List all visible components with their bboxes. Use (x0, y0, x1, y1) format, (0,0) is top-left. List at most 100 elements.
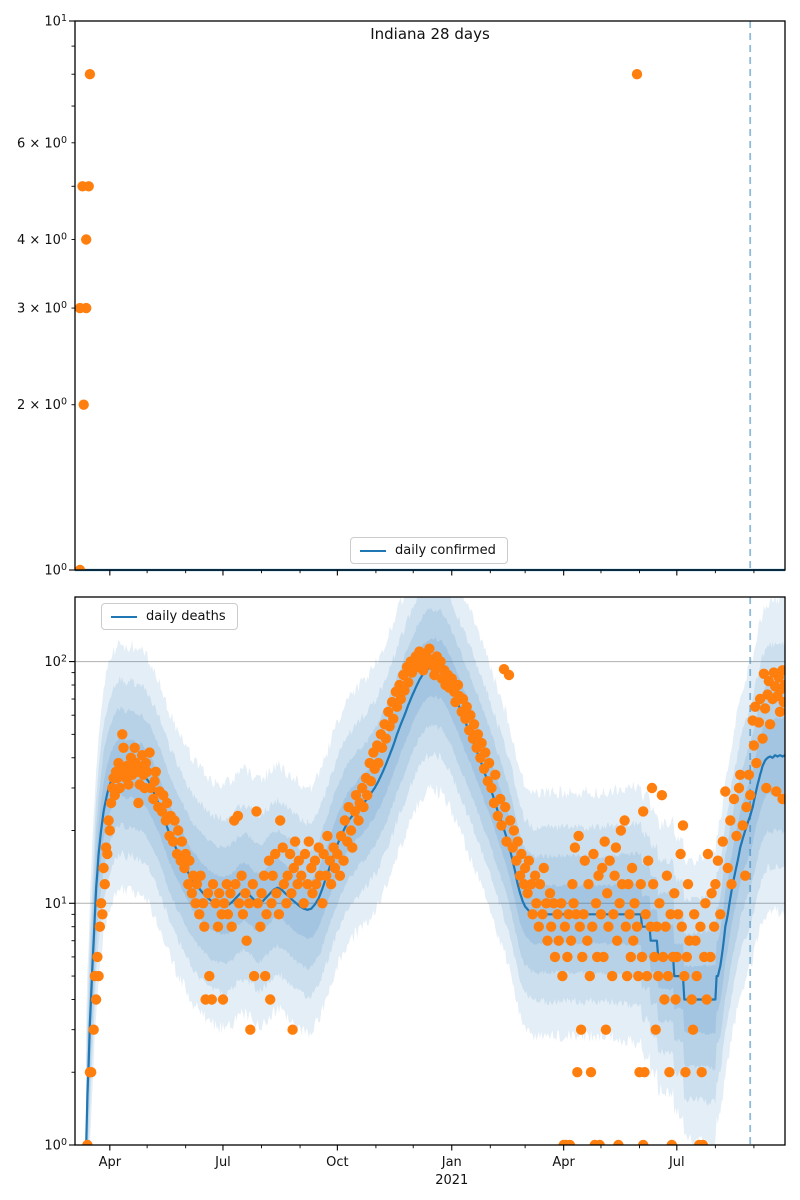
scatter-point (607, 970, 618, 982)
scatter-point (624, 909, 635, 920)
scatter-point (533, 921, 544, 932)
scatter-point (240, 888, 251, 899)
scatter-point (266, 898, 277, 909)
x-tick-label: Jul (668, 1155, 685, 1170)
scatter-point (483, 757, 495, 769)
scatter-point (629, 898, 640, 909)
scatter-point (640, 909, 651, 920)
scatter-point (577, 951, 588, 963)
y-tick-exponent: 1 (61, 895, 67, 906)
x-axis-year-label: 2021 (435, 1173, 468, 1188)
scatter-point (593, 870, 604, 881)
scatter-point (682, 879, 694, 890)
scatter-point (298, 898, 309, 909)
scatter-point (625, 951, 636, 963)
scatter-point (544, 888, 556, 899)
scatter-point (226, 921, 237, 932)
scatter-point (267, 870, 278, 881)
scatter-point (657, 951, 669, 963)
scatter-point (717, 836, 728, 847)
scatter-point (534, 879, 546, 890)
scatter-point (599, 836, 610, 847)
scatter-point (275, 815, 286, 826)
scatter-point (117, 729, 128, 740)
scatter-point (512, 836, 523, 847)
scatter-point (758, 668, 770, 679)
scatter-point (570, 909, 582, 920)
scatter-point (588, 848, 599, 860)
scatter-point (252, 898, 263, 909)
scatter-point (666, 1139, 677, 1145)
scatter-point (681, 951, 692, 963)
scatter-point (292, 879, 303, 890)
scatter-point (689, 909, 700, 920)
scatter-point (256, 888, 267, 899)
scatter-point (248, 970, 260, 982)
scatter-point (197, 898, 209, 909)
scatter-point (523, 855, 535, 866)
scatter-point (98, 862, 109, 874)
legend-daily-confirmed: daily confirmed (350, 537, 508, 564)
scatter-point (225, 888, 236, 899)
scatter-point (199, 921, 210, 932)
scatter-point (273, 909, 285, 920)
scatter-point (526, 879, 537, 890)
scatter-point (82, 1139, 93, 1145)
scatter-point (260, 970, 271, 982)
scatter-point (568, 898, 579, 909)
scatter-point (643, 855, 654, 866)
scatter-point (141, 766, 153, 777)
scatter-point (764, 719, 776, 730)
scatter-point (665, 909, 676, 920)
scatter-point (133, 797, 144, 809)
scatter-point (265, 994, 276, 1005)
scatter-point (541, 898, 552, 909)
scatter-point (748, 740, 760, 751)
scatter-point (282, 870, 293, 881)
scatter-point (662, 970, 674, 982)
scatter-point (777, 665, 785, 676)
scatter-point (527, 909, 538, 920)
y-tick-label: 101 (44, 13, 67, 30)
scatter-point (255, 921, 266, 932)
scatter-point (176, 836, 188, 847)
scatter-point (214, 888, 225, 899)
scatter-point (90, 994, 102, 1005)
scatter-point (676, 921, 687, 932)
scatter-point (559, 921, 571, 932)
scatter-point (237, 909, 249, 920)
scatter-point (623, 879, 634, 890)
scatter-point (500, 801, 511, 813)
scatter-point (202, 888, 214, 899)
scatter-point (219, 898, 230, 909)
scatter-point (123, 779, 134, 790)
top-spines (74, 20, 786, 571)
scatter-point (564, 1139, 576, 1145)
scatter-point (114, 782, 126, 794)
y-tick-exponent: 1 (61, 13, 67, 24)
scatter-point (461, 701, 472, 712)
scatter-point (508, 825, 520, 836)
scatter-point (480, 747, 491, 758)
scatter-point (251, 806, 262, 817)
scatter-point (398, 669, 409, 681)
x-tick-label: Oct (326, 1155, 348, 1170)
scatter-point (317, 898, 328, 909)
scatter-point (741, 801, 752, 813)
scatter-point (516, 848, 527, 860)
scatter-point (646, 782, 658, 794)
scatter-point (650, 1024, 661, 1035)
scatter-point (691, 970, 702, 982)
scatter-point (210, 898, 221, 909)
scatter-point (334, 870, 346, 881)
scatter-point (651, 921, 663, 932)
scatter-point (631, 69, 643, 80)
scatter-point (472, 729, 484, 740)
x-tick-label: Apr (99, 1155, 122, 1170)
scatter-point (602, 888, 613, 899)
scatter-point (380, 733, 392, 744)
scatter-point (753, 717, 765, 728)
scatter-point (391, 701, 403, 712)
